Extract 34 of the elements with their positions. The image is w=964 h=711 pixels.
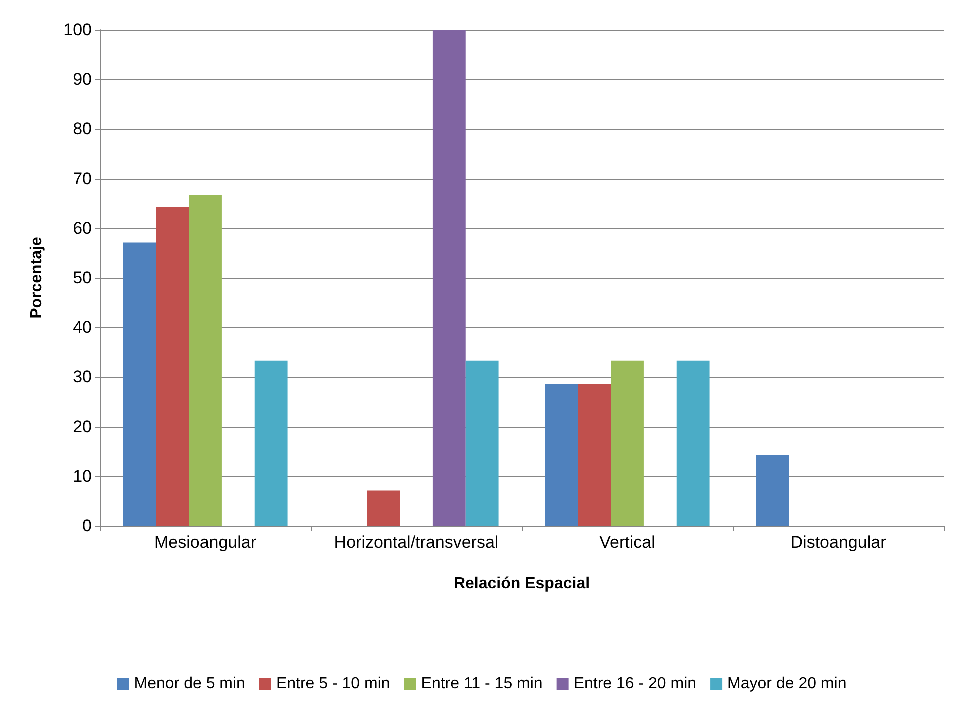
y-tick-label: 40 (73, 318, 92, 338)
bar (756, 455, 790, 526)
bar (156, 207, 190, 526)
legend-label: Entre 5 - 10 min (276, 676, 390, 692)
y-tick-label: 50 (73, 268, 92, 288)
bar (676, 360, 710, 526)
bar (189, 195, 222, 526)
y-tick-label: 70 (73, 169, 92, 188)
y-tick-label: 20 (73, 417, 92, 436)
x-tick-label: Mesioangular (154, 533, 257, 552)
bar (367, 490, 400, 526)
bar (432, 30, 466, 526)
bar (123, 242, 156, 526)
y-tick-label: 30 (73, 368, 92, 387)
y-axis-title: Porcentaje (28, 236, 46, 319)
y-tick-label: 80 (73, 120, 92, 139)
bar (466, 360, 499, 526)
y-tick-label: 100 (64, 20, 92, 40)
bar (254, 360, 288, 526)
y-tick-label: 90 (73, 70, 92, 90)
x-tick-label: Distoangular (790, 533, 887, 552)
legend-label: Entre 11 - 15 min (421, 676, 543, 692)
x-tick-label: Vertical (600, 533, 656, 552)
legend-label: Entre 16 - 20 min (574, 676, 697, 692)
y-tick-label: 10 (73, 466, 92, 486)
x-tick-label: Horizontal/transversal (334, 533, 499, 552)
legend-label: Mayor de 20 min (728, 676, 847, 692)
y-tick-label: 0 (82, 516, 92, 536)
y-tick-label: 60 (73, 218, 92, 238)
bar (611, 360, 644, 526)
bar (545, 384, 578, 526)
legend-label: Menor de 5 min (134, 676, 246, 692)
bar (578, 384, 612, 526)
x-axis-title: Relación Espacial (454, 576, 590, 592)
